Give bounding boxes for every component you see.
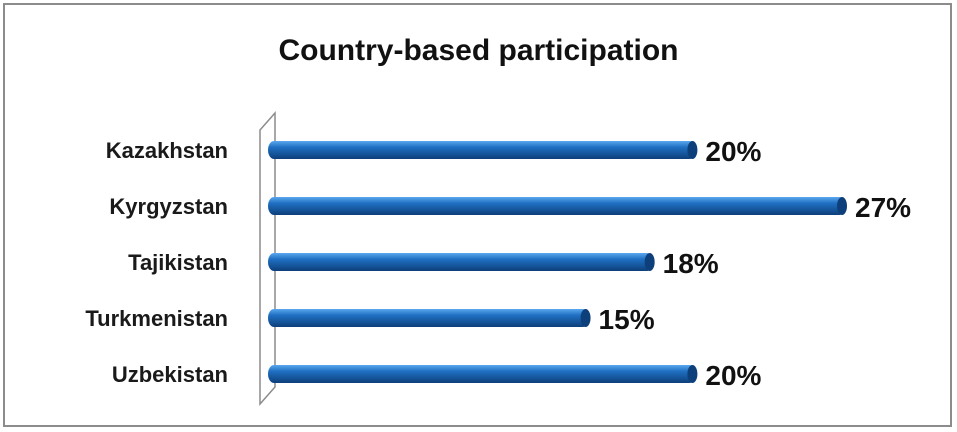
category-label-kyrgyzstan: Kyrgyzstan — [109, 194, 228, 219]
value-label-turkmenistan: 15% — [599, 304, 655, 335]
bar-end-cap — [837, 197, 847, 215]
bar-end-cap — [687, 141, 698, 159]
bar-turkmenistan — [268, 309, 589, 327]
chart-title: Country-based participation — [278, 34, 679, 67]
value-label-kazakhstan: 20% — [705, 136, 761, 167]
value-label-uzbekistan: 20% — [705, 360, 761, 391]
category-label-uzbekistan: Uzbekistan — [112, 362, 228, 387]
value-label-kyrgyzstan: 27% — [855, 192, 911, 223]
bar-kazakhstan — [268, 141, 696, 159]
bar-end-cap — [644, 253, 655, 271]
axis-wall — [259, 111, 276, 406]
category-label-tajikistan: Tajikistan — [128, 250, 228, 275]
bar-uzbekistan — [268, 365, 696, 383]
bar-end-cap — [580, 309, 591, 327]
bar-tajikistan — [268, 253, 653, 271]
bar-end-cap — [687, 365, 698, 383]
category-label-kazakhstan: Kazakhstan — [106, 138, 228, 163]
value-label-tajikistan: 18% — [663, 248, 719, 279]
category-label-turkmenistan: Turkmenistan — [85, 306, 228, 331]
bar-kyrgyzstan — [268, 197, 845, 215]
